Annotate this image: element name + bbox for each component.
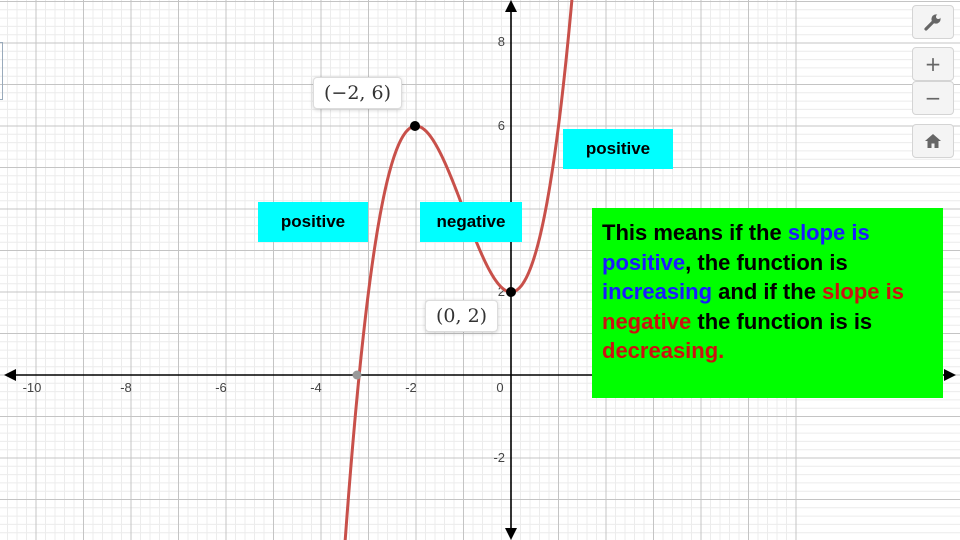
explanation-text: the function is is <box>691 308 873 334</box>
minus-icon: − <box>924 86 942 110</box>
increasing-text: increasing <box>602 279 713 304</box>
y-axis-up-arrow <box>505 0 517 12</box>
local-maximum-label: (−2, 6) <box>313 77 403 109</box>
explanation-box: This means if the slope is positive, the… <box>592 208 943 398</box>
explanation-text: , the function is <box>685 249 848 275</box>
home-icon <box>925 134 941 148</box>
slope-negative-text: slope is negative <box>602 279 904 334</box>
zoom-out-button[interactable]: − <box>912 81 954 115</box>
negative-middle-label: negative <box>420 202 522 242</box>
reset-view-button[interactable] <box>912 124 954 158</box>
x-tick-label: -4 <box>310 380 322 395</box>
slope-positive-text: slope is positive <box>602 220 870 275</box>
x-tick-label: 0 <box>496 380 503 395</box>
x-intercept-point[interactable] <box>352 370 362 380</box>
x-axis-right-arrow <box>944 369 956 381</box>
plus-icon: + <box>924 52 942 76</box>
zoom-in-button[interactable]: + <box>912 47 954 81</box>
y-axis-down-arrow <box>505 528 517 540</box>
x-tick-label: -2 <box>405 380 417 395</box>
left-edge-marker <box>0 42 3 100</box>
wrench-icon <box>924 14 941 31</box>
x-axis-left-arrow <box>4 369 16 381</box>
graph-settings-button[interactable] <box>912 5 954 39</box>
y-tick-label: -2 <box>493 450 505 465</box>
explanation-text: This means if the <box>602 220 788 245</box>
positive-right-label: positive <box>563 129 673 169</box>
x-tick-label: -10 <box>23 380 42 395</box>
explanation-text: and if the <box>712 279 823 304</box>
function-curve[interactable] <box>343 0 574 540</box>
positive-left-label: positive <box>258 202 368 242</box>
x-tick-label: -8 <box>120 380 132 395</box>
y-tick-label: 2 <box>498 284 505 299</box>
local-maximum-point[interactable] <box>410 121 420 131</box>
y-tick-label: 6 <box>498 118 505 133</box>
local-minimum-point[interactable] <box>506 287 516 297</box>
decreasing-text: decreasing. <box>602 338 725 363</box>
local-minimum-label: (0, 2) <box>425 300 499 332</box>
y-tick-label: 8 <box>498 34 505 49</box>
x-tick-label: -6 <box>215 380 227 395</box>
